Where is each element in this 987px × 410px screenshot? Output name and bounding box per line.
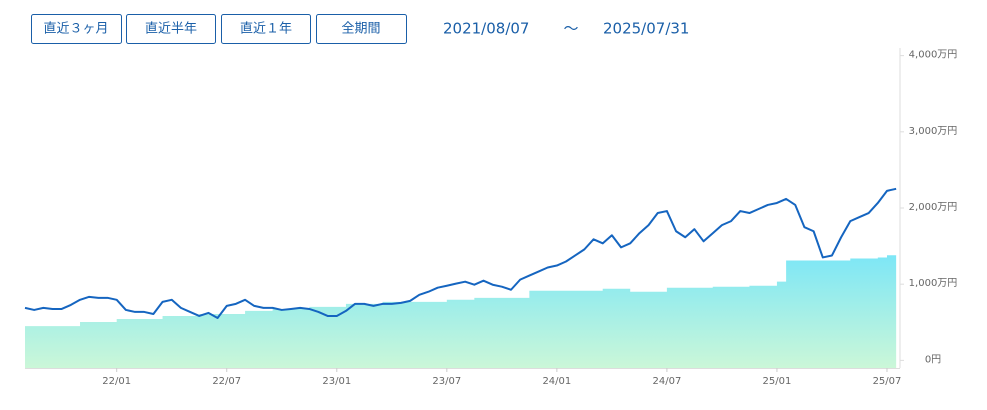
x-tick-label: 22/01 bbox=[102, 376, 131, 387]
range-button[interactable]: 直近１年 bbox=[221, 14, 311, 44]
button-label[interactable]: 直近１年 bbox=[240, 21, 292, 37]
button-label[interactable]: 全期間 bbox=[341, 22, 380, 37]
button-frame[interactable] bbox=[221, 14, 311, 44]
button-frame[interactable] bbox=[126, 14, 216, 44]
y-tick-label: 4,000万円 bbox=[909, 50, 958, 61]
invested-area bbox=[25, 252, 897, 368]
x-tick-label: 23/01 bbox=[322, 376, 351, 387]
x-tick-label: 22/07 bbox=[212, 376, 241, 387]
y-tick-label: 3,000万円 bbox=[909, 126, 958, 137]
x-tick-label: 25/07 bbox=[873, 376, 902, 387]
button-label[interactable]: 直近半年 bbox=[145, 21, 197, 37]
button-label[interactable]: 直近３ヶ月 bbox=[43, 21, 108, 37]
value-line bbox=[24, 187, 897, 320]
x-tick-label: 25/01 bbox=[763, 376, 792, 387]
range-button[interactable]: 全期間 bbox=[316, 14, 407, 44]
x-tick-label: 24/01 bbox=[542, 376, 571, 387]
range-button[interactable]: 直近半年 bbox=[126, 14, 216, 44]
y-tick-label: 2,000万円 bbox=[909, 202, 958, 213]
button-frame[interactable] bbox=[31, 14, 122, 44]
date-to: 2025/07/31 bbox=[603, 20, 689, 38]
date-separator: ～ bbox=[563, 20, 578, 38]
button-frame[interactable] bbox=[316, 14, 407, 44]
date-from: 2021/08/07 bbox=[443, 20, 529, 38]
x-tick-label: 24/07 bbox=[652, 376, 681, 387]
range-button[interactable]: 直近３ヶ月 bbox=[31, 14, 122, 44]
y-tick-label: 1,000万円 bbox=[909, 278, 958, 289]
y-tick-label: 0円 bbox=[925, 354, 941, 365]
x-tick-label: 23/07 bbox=[432, 376, 461, 387]
